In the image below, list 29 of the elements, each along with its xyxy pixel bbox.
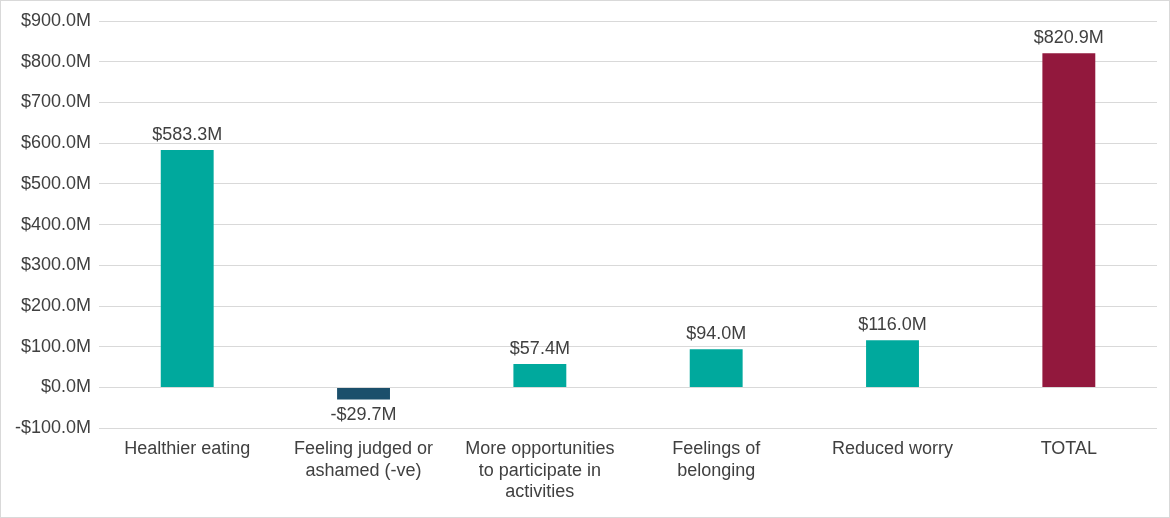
y-tick-label: $200.0M: [20, 295, 92, 316]
x-tick-label: Healthier eating: [124, 437, 251, 458]
x-tick-label: TOTAL: [1040, 437, 1098, 458]
bar: [513, 364, 567, 387]
y-tick-label: $100.0M: [20, 335, 92, 356]
x-tick-label: More opportunities to participate in activities: [465, 437, 615, 502]
y-tick-label: $500.0M: [20, 172, 92, 193]
bar: [160, 149, 214, 387]
bar: [866, 340, 919, 387]
y-tick-label: $300.0M: [20, 254, 92, 275]
x-tick-label: Reduced worry: [831, 437, 954, 458]
x-tick-label: Feeling judged or ashamed (-ve): [293, 437, 434, 480]
x-tick-label: Feelings of belonging: [672, 437, 762, 480]
data-label: $94.0M: [686, 323, 747, 344]
data-label: -$29.7M: [330, 403, 397, 424]
y-tick-label: $0.0M: [41, 376, 92, 397]
bar: [1042, 53, 1096, 387]
bar: [689, 349, 743, 387]
data-label: $820.9M: [1033, 27, 1104, 48]
y-tick-label: $800.0M: [20, 50, 92, 71]
data-label: $57.4M: [509, 338, 570, 359]
y-tick-label: $600.0M: [20, 132, 92, 153]
y-tick-label: $700.0M: [20, 91, 92, 112]
bar: [337, 387, 390, 400]
data-label: $583.3M: [152, 123, 223, 144]
y-tick-label: -$100.0M: [15, 417, 92, 438]
y-tick-label: $400.0M: [20, 213, 92, 234]
data-label: $116.0M: [858, 314, 927, 335]
y-tick-label: $900.0M: [20, 9, 92, 30]
